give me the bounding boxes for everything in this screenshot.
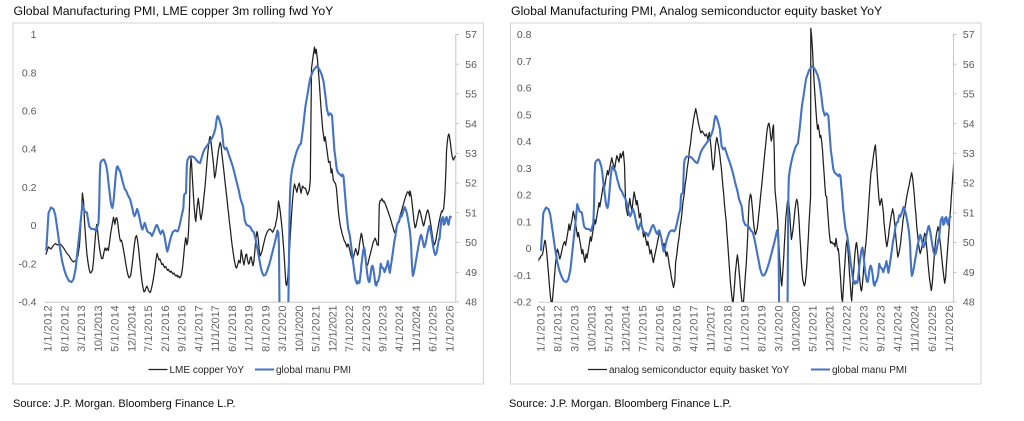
svg-text:48: 48 [963, 297, 975, 309]
svg-text:10/1/2020: 10/1/2020 [294, 305, 306, 352]
svg-text:6/1/2025: 6/1/2025 [927, 305, 939, 352]
svg-text:2/1/2023: 2/1/2023 [859, 305, 871, 352]
svg-text:5/1/2014: 5/1/2014 [603, 305, 615, 352]
svg-text:6/1/2025: 6/1/2025 [428, 305, 440, 352]
svg-text:54: 54 [963, 118, 975, 130]
svg-text:6/1/2018: 6/1/2018 [227, 305, 239, 352]
svg-text:4/1/2017: 4/1/2017 [689, 305, 701, 352]
svg-text:6/1/2018: 6/1/2018 [723, 305, 735, 352]
svg-text:8/1/2012: 8/1/2012 [552, 305, 564, 352]
svg-text:0.8: 0.8 [517, 29, 532, 41]
svg-text:-0.4: -0.4 [18, 297, 36, 309]
svg-text:7/1/2015: 7/1/2015 [637, 305, 649, 352]
svg-text:1/1/2019: 1/1/2019 [244, 305, 256, 352]
svg-text:4/1/2024: 4/1/2024 [893, 305, 905, 352]
svg-text:51: 51 [963, 207, 975, 219]
svg-text:Source: J.P. Morgan. Bloomberg: Source: J.P. Morgan. Bloomberg Finance L… [13, 398, 236, 410]
svg-text:analog semiconductor equity ba: analog semiconductor equity basket YoY [609, 365, 789, 376]
svg-text:7/1/2022: 7/1/2022 [344, 305, 356, 352]
svg-text:56: 56 [465, 59, 477, 71]
svg-text:8/1/2019: 8/1/2019 [260, 305, 272, 352]
svg-text:4/1/2017: 4/1/2017 [193, 305, 205, 352]
svg-text:0.6: 0.6 [22, 106, 37, 118]
svg-text:2/1/2016: 2/1/2016 [160, 305, 172, 352]
svg-text:1/1/2012: 1/1/2012 [43, 305, 55, 352]
svg-text:3/1/2013: 3/1/2013 [76, 305, 88, 352]
svg-text:0.7: 0.7 [517, 56, 532, 68]
svg-text:10/1/2013: 10/1/2013 [93, 305, 105, 352]
svg-text:-0.2: -0.2 [513, 297, 531, 309]
svg-text:0.4: 0.4 [517, 136, 532, 148]
svg-text:56: 56 [963, 59, 975, 71]
svg-text:0.3: 0.3 [517, 163, 532, 175]
svg-text:8/1/2019: 8/1/2019 [757, 305, 769, 352]
svg-text:7/1/2015: 7/1/2015 [143, 305, 155, 352]
svg-text:0.4: 0.4 [22, 144, 37, 156]
svg-text:0.5: 0.5 [517, 109, 532, 121]
svg-text:Global Manufacturing PMI, Anal: Global Manufacturing PMI, Analog semicon… [511, 4, 882, 18]
svg-text:55: 55 [963, 89, 975, 101]
svg-text:global manu PMI: global manu PMI [276, 365, 351, 376]
svg-text:1/1/2026: 1/1/2026 [445, 305, 457, 352]
svg-text:53: 53 [465, 148, 477, 160]
svg-text:1/1/2019: 1/1/2019 [740, 305, 752, 352]
svg-text:3/1/2020: 3/1/2020 [774, 305, 786, 352]
svg-text:9/1/2016: 9/1/2016 [177, 305, 189, 352]
svg-text:48: 48 [465, 297, 477, 309]
svg-text:5/1/2021: 5/1/2021 [311, 305, 323, 352]
svg-text:57: 57 [465, 29, 477, 41]
svg-text:57: 57 [963, 29, 975, 41]
svg-text:52: 52 [465, 178, 477, 190]
svg-text:1: 1 [31, 29, 37, 41]
svg-text:49: 49 [465, 267, 477, 279]
svg-text:53: 53 [963, 148, 975, 160]
svg-text:9/1/2023: 9/1/2023 [876, 305, 888, 352]
svg-text:Global Manufacturing PMI, LME: Global Manufacturing PMI, LME copper 3m … [14, 4, 334, 18]
svg-text:8/1/2012: 8/1/2012 [59, 305, 71, 352]
svg-text:2/1/2016: 2/1/2016 [654, 305, 666, 352]
svg-text:50: 50 [465, 237, 477, 249]
svg-text:0.2: 0.2 [22, 182, 37, 194]
svg-text:0: 0 [31, 220, 37, 232]
svg-text:0.8: 0.8 [22, 67, 37, 79]
svg-text:5/1/2021: 5/1/2021 [808, 305, 820, 352]
svg-text:0: 0 [526, 243, 532, 255]
svg-text:global manu PMI: global manu PMI [832, 365, 907, 376]
svg-text:12/1/2014: 12/1/2014 [620, 305, 632, 352]
svg-text:4/1/2024: 4/1/2024 [394, 305, 406, 352]
svg-text:7/1/2022: 7/1/2022 [842, 305, 854, 352]
svg-text:11/1/2024: 11/1/2024 [910, 305, 922, 352]
svg-text:12/1/2014: 12/1/2014 [126, 305, 138, 352]
svg-text:52: 52 [963, 178, 975, 190]
svg-text:10/1/2020: 10/1/2020 [791, 305, 803, 352]
svg-text:1/1/2026: 1/1/2026 [944, 305, 956, 352]
svg-text:12/1/2021: 12/1/2021 [825, 305, 837, 352]
svg-text:0.6: 0.6 [517, 83, 532, 95]
svg-text:11/1/2017: 11/1/2017 [210, 305, 222, 352]
svg-text:3/1/2020: 3/1/2020 [277, 305, 289, 352]
svg-text:50: 50 [963, 237, 975, 249]
svg-text:9/1/2023: 9/1/2023 [378, 305, 390, 352]
svg-text:9/1/2016: 9/1/2016 [672, 305, 684, 352]
svg-text:-0.2: -0.2 [18, 258, 36, 270]
svg-text:11/1/2017: 11/1/2017 [706, 305, 718, 352]
svg-text:0.2: 0.2 [517, 190, 532, 202]
svg-text:11/1/2024: 11/1/2024 [411, 305, 423, 352]
svg-text:49: 49 [963, 267, 975, 279]
svg-text:12/1/2021: 12/1/2021 [327, 305, 339, 352]
svg-text:0.1: 0.1 [517, 216, 532, 228]
svg-text:1/1/2012: 1/1/2012 [535, 305, 547, 352]
svg-text:Source: J.P. Morgan. Bloomberg: Source: J.P. Morgan. Bloomberg Finance L… [509, 398, 732, 410]
svg-text:2/1/2023: 2/1/2023 [361, 305, 373, 352]
svg-text:54: 54 [465, 118, 477, 130]
svg-text:55: 55 [465, 89, 477, 101]
svg-text:3/1/2013: 3/1/2013 [569, 305, 581, 352]
svg-text:10/1/2013: 10/1/2013 [586, 305, 598, 352]
svg-text:-0.1: -0.1 [513, 270, 531, 282]
svg-text:LME copper YoY: LME copper YoY [170, 365, 245, 376]
svg-text:5/1/2014: 5/1/2014 [110, 305, 122, 352]
svg-text:51: 51 [465, 207, 477, 219]
